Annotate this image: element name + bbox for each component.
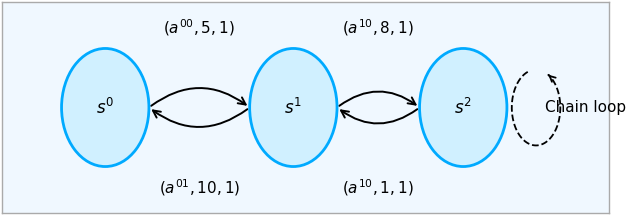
Ellipse shape (250, 48, 337, 167)
Text: $(a^{00},5,1)$: $(a^{00},5,1)$ (163, 17, 235, 38)
Text: $s^0$: $s^0$ (96, 97, 115, 118)
Text: $(a^{10},8,1)$: $(a^{10},8,1)$ (342, 17, 414, 38)
Text: $(a^{10},1,1)$: $(a^{10},1,1)$ (342, 177, 414, 198)
FancyArrowPatch shape (153, 109, 248, 127)
Ellipse shape (61, 48, 149, 167)
Text: Chain loop: Chain loop (545, 100, 627, 115)
Text: $(a^{01},10,1)$: $(a^{01},10,1)$ (159, 177, 240, 198)
FancyArrowPatch shape (341, 109, 417, 123)
FancyArrowPatch shape (339, 92, 415, 106)
Ellipse shape (420, 48, 507, 167)
FancyArrowPatch shape (151, 88, 246, 106)
Text: $s^1$: $s^1$ (284, 97, 302, 118)
Text: $s^2$: $s^2$ (454, 97, 472, 118)
